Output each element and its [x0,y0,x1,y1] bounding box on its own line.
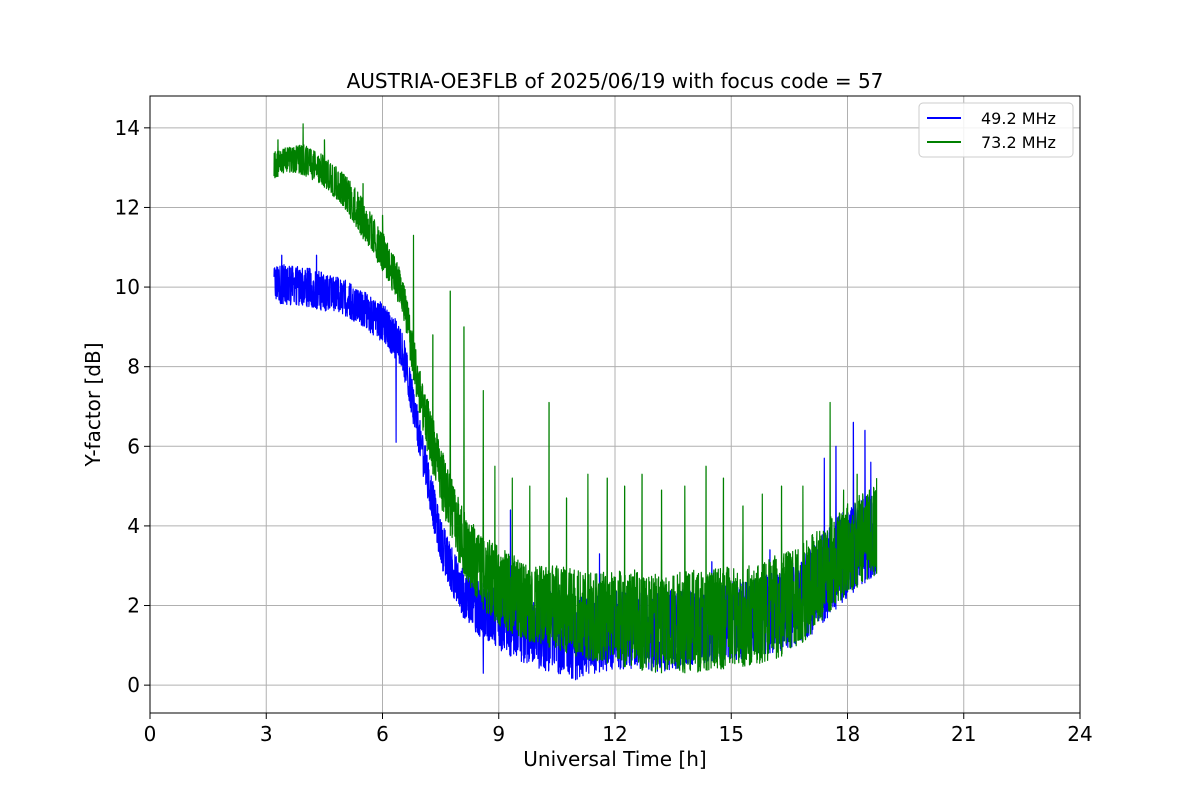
x-tick-label: 21 [951,722,976,746]
y-tick-label: 2 [127,594,140,618]
legend: 49.2 MHz 73.2 MHz [918,102,1074,158]
y-tick-label: 8 [127,355,140,379]
y-axis-label: Y-factor [dB] [81,342,105,467]
legend-box [918,102,1074,158]
y-tick-label: 14 [115,116,140,140]
x-tick-label: 9 [492,722,505,746]
legend-label: 49.2 MHz [981,109,1056,128]
legend-label: 73.2 MHz [981,133,1056,152]
chart-title: AUSTRIA-OE3FLB of 2025/06/19 with focus … [347,69,884,93]
x-tick-label: 6 [376,722,389,746]
series-layer [273,123,878,681]
x-tick-label: 24 [1067,722,1092,746]
x-tick-label: 0 [144,722,157,746]
x-tick-label: 18 [835,722,860,746]
x-tick-label: 12 [602,722,627,746]
series-line-2 [273,123,878,674]
x-tick-label: 15 [719,722,744,746]
y-tick-label: 12 [115,195,140,219]
x-axis-label: Universal Time [h] [523,747,706,771]
y-tick-label: 4 [127,514,140,538]
y-tick-label: 0 [127,673,140,697]
grid-lines [149,96,1081,713]
y-tick-label: 6 [127,434,140,458]
x-tick-label: 3 [260,722,273,746]
y-tick-label: 10 [115,275,140,299]
